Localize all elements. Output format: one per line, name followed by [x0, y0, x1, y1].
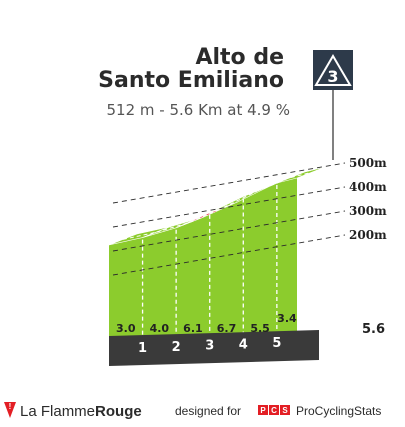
- ribbon-center-line: [290, 172, 312, 178]
- altitude-gridline: [112, 234, 346, 276]
- gradient-label: 6.7: [217, 322, 237, 335]
- pcs-box-c: [269, 405, 279, 415]
- profile-labels: 3.0 4.0 6.1 6.7 5.5 3.4 1 2 3 4 5 5.6: [116, 312, 385, 356]
- category-number: 3: [327, 67, 338, 86]
- gradient-label: 3.0: [116, 322, 136, 335]
- gradient-label: 5.5: [250, 322, 270, 335]
- la-flamme-rouge-logo: ! La FlammeRouge: [4, 402, 142, 420]
- ribbon-center-line: [223, 190, 258, 208]
- altitude-tick-label: 400m: [349, 180, 387, 194]
- profile-base-band: [109, 330, 319, 366]
- km-marker-label: 5: [272, 336, 281, 351]
- brand-regular: La Flamme: [20, 403, 95, 420]
- svg-text:La FlammeRouge: La FlammeRouge: [20, 403, 142, 420]
- altitude-tick-label: 500m: [349, 156, 387, 170]
- altitude-tick-label: 300m: [349, 204, 387, 218]
- profile-face: [109, 178, 297, 336]
- credit-line: designed for P C S ProCyclingStats: [175, 404, 381, 418]
- pcs-box-s: [280, 405, 290, 415]
- km-marker-label: 1: [138, 341, 147, 356]
- credit-prefix: designed for: [175, 404, 241, 418]
- altitude-gridline: [112, 186, 346, 228]
- chart-title-line1: Alto de: [195, 45, 284, 70]
- chart-title-line2: Santo Emiliano: [98, 68, 284, 93]
- altitude-gridline: [112, 210, 346, 252]
- km-marker-label: 2: [172, 340, 181, 355]
- gradient-label: 3.4: [277, 312, 297, 325]
- flamme-rouge-flag-icon: [4, 402, 16, 418]
- ribbon-center-line: [122, 231, 157, 240]
- svg-text:!: !: [9, 402, 12, 411]
- gradient-label: 6.1: [183, 322, 203, 335]
- km-marker-label: 4: [239, 337, 248, 352]
- altitude-axis: 200m 300m 400m 500m: [112, 156, 387, 276]
- chart-subtitle: 512 m - 5.6 Km at 4.9 %: [106, 101, 290, 119]
- km-marker-label: 3: [205, 339, 214, 354]
- mountain-icon: [314, 54, 352, 86]
- altitude-gridline: [112, 162, 346, 204]
- profile-area: [108, 166, 326, 366]
- brand-bold: Rouge: [95, 403, 142, 420]
- total-length-label: 5.6: [362, 322, 385, 337]
- credit-site: ProCyclingStats: [296, 404, 381, 418]
- pcs-letter-c: C: [271, 406, 277, 415]
- pcs-box-p: [258, 405, 268, 415]
- pcs-letter-s: S: [282, 406, 288, 415]
- pcs-letter-p: P: [260, 406, 266, 415]
- altitude-tick-label: 200m: [349, 228, 387, 242]
- gradient-label: 4.0: [150, 322, 170, 335]
